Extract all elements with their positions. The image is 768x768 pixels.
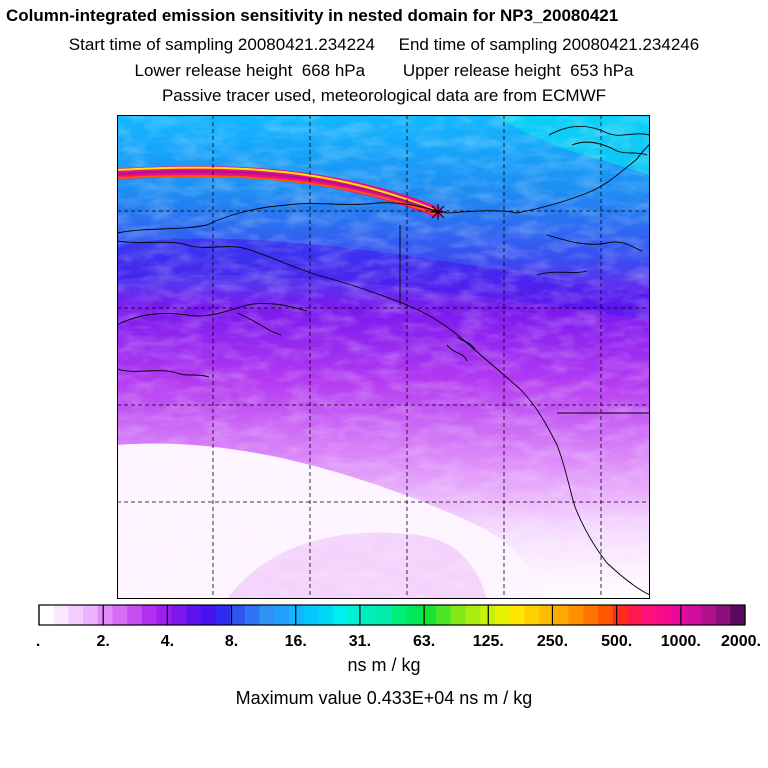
colorbar-tick-label: 250. — [537, 633, 568, 650]
colorbar-cell — [597, 605, 613, 625]
colorbar-cell — [215, 605, 231, 625]
colorbar-cell — [186, 605, 202, 625]
colorbar-cell — [333, 605, 349, 625]
colorbar-units: ns m / kg — [347, 655, 421, 675]
colorbar-tick-label: 16. — [285, 633, 307, 650]
map-frame — [117, 115, 650, 599]
colorbar-cell — [494, 605, 510, 625]
colorbar-tick-label: 31. — [349, 633, 371, 650]
colorbar-cell — [259, 605, 275, 625]
colorbar-cell — [553, 605, 569, 625]
map-title: Column-integrated emission sensitivity i… — [6, 6, 619, 25]
colorbar-tick-label: 2000. — [721, 633, 761, 650]
colorbar-cell — [715, 605, 731, 625]
colorbar-cell — [700, 605, 716, 625]
coastlines — [117, 126, 650, 596]
colorbar-tick-label: 1000. — [661, 633, 701, 650]
colorbar-cell — [39, 605, 55, 625]
end-time-label: End time of sampling 20080421.234246 — [398, 35, 700, 54]
colorbar-cell — [612, 605, 628, 625]
colorbar-cell — [171, 605, 187, 625]
colorbar-cell — [112, 605, 128, 625]
colorbar-cell — [83, 605, 99, 625]
colorbar-tick-label: 125. — [473, 633, 504, 650]
colorbar-cell — [406, 605, 422, 625]
colorbar-cell — [465, 605, 481, 625]
colorbar-cell — [127, 605, 143, 625]
colorbar-cell — [377, 605, 393, 625]
colorbar-cell — [200, 605, 216, 625]
lower-release-label: Lower release height 668 hPa — [134, 61, 366, 80]
sampling-times: Start time of sampling 20080421.234224 E… — [0, 35, 768, 55]
colorbar-tick-label: 500. — [601, 633, 632, 650]
trajectory-plume — [117, 165, 443, 218]
colorbar-cell — [686, 605, 702, 625]
colorbar-cell — [656, 605, 672, 625]
maximum-value-label: Maximum value 0.433E+04 ns m / kg — [235, 688, 533, 708]
colorbar-cell — [421, 605, 437, 625]
colorbar-tick-label: 0. — [37, 633, 40, 650]
texture-overlay — [117, 115, 650, 599]
colorbar-cell — [303, 605, 319, 625]
colorbar-cell — [450, 605, 466, 625]
colorbar-cell — [68, 605, 84, 625]
colorbar-tick-label: 2. — [97, 633, 110, 650]
colorbar-cell — [583, 605, 599, 625]
colorbar-cell — [347, 605, 363, 625]
upper-release-label: Upper release height 653 hPa — [402, 61, 634, 80]
colorbar-tick-label: 4. — [161, 633, 174, 650]
tracer-info: Passive tracer used, meteorological data… — [161, 86, 607, 105]
colorbar-cell — [642, 605, 658, 625]
colorbar-cell — [156, 605, 172, 625]
colorbar-cell — [436, 605, 452, 625]
colorbar-cell — [730, 605, 746, 625]
colorbar-cell — [524, 605, 540, 625]
colorbar-cell — [392, 605, 408, 625]
colorbar-tick-label: 8. — [225, 633, 238, 650]
start-time-label: Start time of sampling 20080421.234224 — [68, 35, 376, 54]
colorbar-cell — [230, 605, 246, 625]
colorbar-cell — [568, 605, 584, 625]
release-heights: Lower release height 668 hPa Upper relea… — [0, 61, 768, 81]
colorbar-cell — [539, 605, 555, 625]
sensitivity-map — [117, 115, 650, 599]
colorbar-tick-labels: 0. 2. 4. 8. 16. 31. 63. 125. 250. 500. 1000. 2000. — [37, 633, 761, 650]
colorbar-cells — [38, 604, 746, 626]
colorbar-cell — [627, 605, 643, 625]
colorbar-tick-label: 63. — [413, 633, 435, 650]
colorbar-frame — [38, 604, 746, 626]
colorbar-cell — [244, 605, 260, 625]
colorbar-cell — [274, 605, 290, 625]
graticule — [117, 115, 650, 599]
colorbar-cell — [671, 605, 687, 625]
colorbar-cell — [97, 605, 113, 625]
colorbar-cell — [289, 605, 305, 625]
colorbar-cell — [53, 605, 69, 625]
colorbar-cell — [362, 605, 378, 625]
colorbar-cell — [141, 605, 157, 625]
colorbar-cell — [318, 605, 334, 625]
colorbar-cell — [509, 605, 525, 625]
colorbar: 0. 2. 4. 8. 16. 31. 63. 125. 250. 500. 1000. 2000. — [37, 604, 761, 650]
